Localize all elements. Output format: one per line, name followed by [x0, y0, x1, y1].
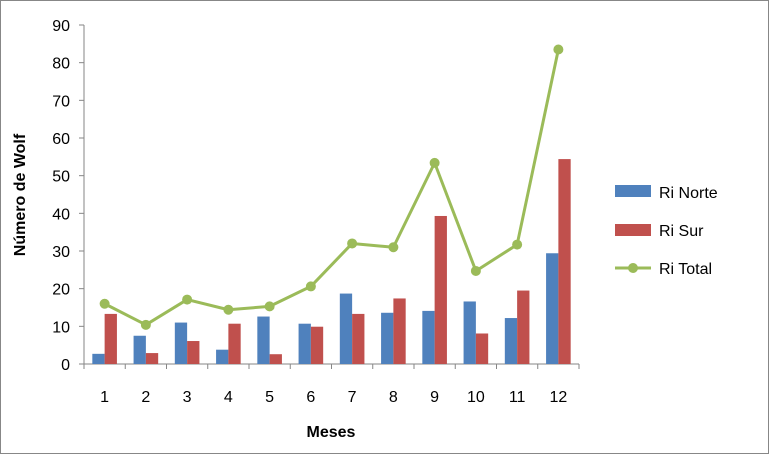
bar-ri-sur [187, 341, 200, 364]
point-ri-total [553, 44, 564, 55]
point-ri-total [305, 281, 316, 292]
bar-ri-norte [422, 310, 435, 364]
point-ri-total [512, 239, 523, 250]
axes [79, 24, 580, 369]
point-ri-total [470, 265, 481, 276]
point-ri-total [347, 238, 358, 249]
bar-ri-sur [352, 313, 365, 364]
legend-marker-ri-total [628, 263, 638, 273]
y-tick-label: 30 [52, 244, 70, 261]
bar-ri-norte [133, 335, 146, 364]
bar-ri-sur [434, 215, 447, 364]
bar-ri-norte [339, 293, 353, 364]
legend-label-ri-norte: Ri Norte [659, 185, 718, 202]
y-axis-title: Número de Wolf [12, 133, 29, 256]
x-tick-label: 3 [183, 389, 192, 406]
point-ri-total [264, 301, 275, 312]
bar-ri-norte [463, 301, 476, 364]
x-axis-title: Meses [307, 424, 356, 441]
x-tick-label: 5 [265, 389, 274, 406]
legend-label-ri-sur: Ri Sur [659, 223, 704, 240]
x-tick-label: 10 [467, 389, 485, 406]
y-tick-label: 10 [52, 319, 70, 336]
bar-ri-sur [558, 159, 571, 364]
bar-ri-norte [381, 312, 394, 364]
point-ri-total [140, 319, 151, 330]
y-tick-label: 60 [52, 131, 70, 148]
x-tick-label: 6 [306, 389, 315, 406]
point-ri-total [388, 242, 399, 253]
x-tick-label: 2 [141, 389, 150, 406]
point-ri-total [99, 298, 110, 309]
bar-ri-norte [546, 253, 559, 364]
x-tick-label: 4 [224, 389, 233, 406]
x-tick-label: 8 [389, 389, 398, 406]
y-tick-label: 50 [52, 169, 70, 186]
bar-ri-norte [298, 323, 311, 364]
bar-ri-sur [104, 313, 117, 364]
legend-swatch-ri-sur [615, 224, 651, 236]
bar-ri-norte [216, 349, 229, 364]
bar-ri-norte [174, 322, 188, 364]
bar-ri-sur [145, 353, 159, 364]
y-tick-label: 40 [52, 206, 70, 223]
bar-ri-sur [475, 333, 489, 364]
line-ri-total [103, 49, 560, 327]
legend-swatch-ri-norte [615, 185, 651, 197]
bar-ri-sur [269, 354, 282, 364]
point-ri-total [182, 294, 193, 305]
x-tick-label: 11 [509, 389, 526, 406]
x-tick-label: 12 [549, 389, 567, 406]
y-tick-label: 20 [52, 282, 70, 299]
bar-ri-norte [257, 316, 270, 364]
point-ri-total [223, 304, 234, 315]
y-tick-label: 0 [61, 357, 70, 374]
x-tick-label: 1 [100, 389, 109, 406]
bar-ri-norte [504, 318, 518, 364]
legend-label-ri-total: Ri Total [659, 261, 712, 278]
y-tick-label: 70 [52, 93, 70, 110]
legend: Ri Norte Ri Sur Ri Total [615, 185, 718, 278]
bar-ri-sur [310, 326, 324, 364]
y-tick-label: 90 [52, 18, 70, 35]
y-tick-label: 80 [52, 56, 70, 73]
x-tick-label: 9 [430, 389, 439, 406]
bar-ri-sur [228, 323, 241, 364]
bar-ri-sur [517, 290, 530, 364]
point-ri-total [429, 157, 440, 168]
bar-ri-norte [92, 353, 105, 364]
x-tick-label: 7 [348, 389, 357, 406]
total-line [99, 44, 564, 330]
bar-ri-sur [393, 298, 406, 364]
bars [92, 159, 571, 364]
